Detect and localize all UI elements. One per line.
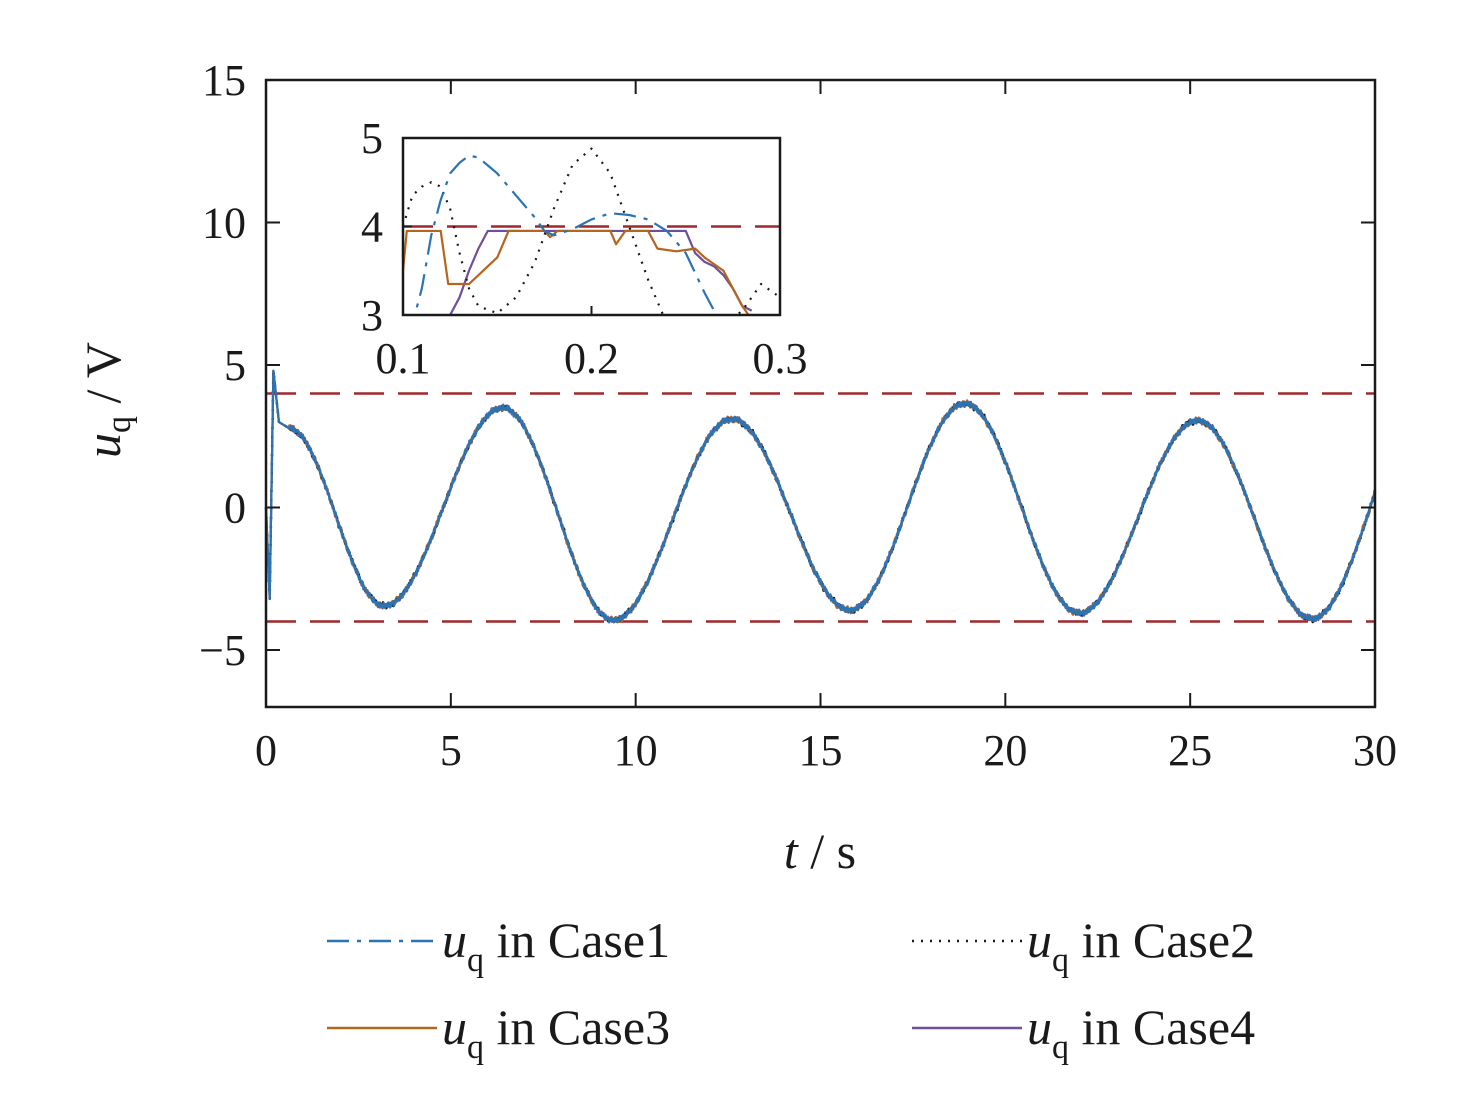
legend-label-sub: q — [467, 942, 484, 979]
legend-item-case2: uq in Case2 — [912, 912, 1255, 979]
inset-y-tick-label: 3 — [361, 291, 383, 340]
svg-text:t / s: t / s — [784, 823, 856, 879]
legend-label-var: u — [442, 999, 467, 1055]
y-tick-label: 10 — [202, 199, 246, 248]
y-axis-label-var: u — [75, 433, 131, 458]
y-axis-label: uq / V — [75, 342, 138, 458]
legend-label-var: u — [1027, 912, 1052, 968]
inset-x-tick-label: 0.2 — [564, 334, 619, 383]
legend-label-rest: in Case2 — [1069, 912, 1255, 968]
y-axis-label-sub: q — [101, 416, 138, 433]
legend-label-sub: q — [1052, 1029, 1069, 1066]
x-axis-label-sep: / — [798, 823, 837, 879]
legend-label-sub: q — [467, 1029, 484, 1066]
legend-label-var: u — [1027, 999, 1052, 1055]
legend-label: uq in Case3 — [442, 999, 670, 1066]
legend-label: uq in Case4 — [1027, 999, 1255, 1066]
x-tick-label: 5 — [440, 726, 462, 775]
legend-item-case4: uq in Case4 — [912, 999, 1255, 1066]
y-axis-label-unit: V — [75, 342, 131, 378]
legend-label-sub: q — [1052, 942, 1069, 979]
inset-series-group — [403, 147, 780, 315]
inset-series-line-case3 — [403, 229, 750, 315]
y-tick-label: −5 — [199, 626, 246, 675]
x-tick-label: 30 — [1353, 726, 1397, 775]
legend-label-rest: in Case4 — [1069, 999, 1255, 1055]
legend-item-case3: uq in Case3 — [327, 999, 670, 1066]
legend-item-case1: uq in Case1 — [327, 912, 670, 979]
legend-label-rest: in Case3 — [484, 999, 670, 1055]
svg-text:uq / V: uq / V — [75, 342, 138, 458]
inset-series-line-case1 — [403, 154, 718, 315]
y-tick-label: 5 — [224, 341, 246, 390]
x-axis-label-unit: s — [837, 823, 856, 879]
legend-label: uq in Case1 — [442, 912, 670, 979]
y-axis-label-sep: / — [75, 378, 131, 416]
inset-y-tick-label: 5 — [361, 114, 383, 163]
legend-label-var: u — [442, 912, 467, 968]
x-tick-label: 10 — [614, 726, 658, 775]
main-plot: 0 5 10 15 20 25 30 −5 0 5 10 15 — [199, 56, 1397, 775]
x-tick-label: 0 — [255, 726, 277, 775]
inset-x-tick-label: 0.1 — [376, 334, 431, 383]
y-tick-label: 0 — [224, 484, 246, 533]
legend-label-rest: in Case1 — [484, 912, 670, 968]
x-axis-label-var: t — [784, 823, 799, 879]
series-line-case1 — [264, 369, 1377, 624]
x-tick-label: 20 — [983, 726, 1027, 775]
inset-x-tick-label: 0.3 — [753, 334, 808, 383]
x-axis-label: t / s — [784, 823, 856, 879]
inset-plot: 0.1 0.2 0.3 3 4 5 — [361, 114, 808, 383]
y-tick-label: 15 — [202, 56, 246, 105]
x-tick-label: 25 — [1168, 726, 1212, 775]
legend-label: uq in Case2 — [1027, 912, 1255, 979]
x-tick-label: 15 — [799, 726, 843, 775]
inset-y-tick-label: 4 — [361, 203, 383, 252]
